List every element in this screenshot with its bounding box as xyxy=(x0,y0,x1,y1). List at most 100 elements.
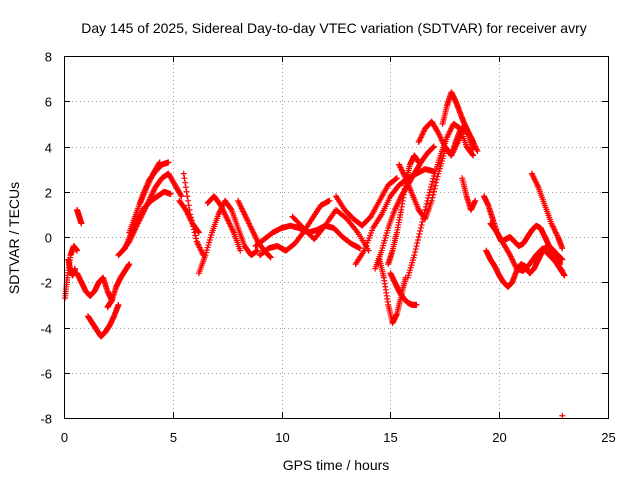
data-point xyxy=(191,229,198,236)
plot-frame xyxy=(64,56,609,419)
data-point xyxy=(78,220,85,227)
data-series xyxy=(119,170,185,254)
data-point xyxy=(422,203,429,210)
data-point xyxy=(428,183,435,190)
data-point xyxy=(193,235,200,242)
y-tick-label: 8 xyxy=(45,50,52,65)
data-series xyxy=(65,256,78,279)
data-point xyxy=(167,191,174,198)
x-tick-label: 20 xyxy=(492,430,506,445)
data-point xyxy=(430,143,437,150)
data-point xyxy=(190,223,197,230)
data-point xyxy=(559,245,566,252)
data-point xyxy=(177,192,184,199)
data-point xyxy=(418,221,425,228)
data-series xyxy=(180,170,207,259)
data-point xyxy=(561,272,568,279)
data-point xyxy=(469,151,476,158)
data-series xyxy=(204,193,244,254)
y-axis-label: SDTVAR / TECUs xyxy=(6,182,22,294)
axis-ticks: 0 5 10 15 20 25 -8 -6 -4 -2 0 2 4 6 8 xyxy=(40,50,615,446)
data-point xyxy=(156,159,163,166)
data-point xyxy=(430,175,437,182)
data-series xyxy=(84,301,122,340)
y-tick-label: 4 xyxy=(45,141,52,156)
data-series xyxy=(448,123,477,159)
data-point xyxy=(237,247,244,254)
data-point xyxy=(472,197,479,204)
data-series xyxy=(483,243,564,290)
data-series xyxy=(528,170,566,252)
data-point xyxy=(413,301,420,308)
data-point xyxy=(433,179,440,186)
data-point xyxy=(415,159,422,166)
data-series xyxy=(487,220,566,274)
data-point xyxy=(414,240,421,247)
data-point xyxy=(413,243,420,250)
data-point xyxy=(430,188,437,195)
data-point xyxy=(187,211,194,218)
x-tick-label: 0 xyxy=(61,430,68,445)
y-tick-label: -4 xyxy=(40,322,52,337)
data-point xyxy=(417,227,424,234)
y-tick-label: -6 xyxy=(40,367,52,382)
data-point xyxy=(426,189,433,196)
data-point xyxy=(470,145,477,152)
data-point xyxy=(559,256,566,263)
data-point xyxy=(419,218,426,225)
data-point xyxy=(412,246,419,253)
data-marks xyxy=(62,89,568,419)
data-point xyxy=(267,254,274,261)
data-point xyxy=(71,265,78,272)
data-point xyxy=(181,175,188,182)
data-point xyxy=(192,232,199,239)
data-point xyxy=(433,176,440,183)
data-point xyxy=(183,188,190,195)
data-series xyxy=(387,270,420,308)
x-tick-label: 15 xyxy=(383,430,397,445)
data-point xyxy=(126,261,133,268)
data-point xyxy=(190,226,197,233)
data-point xyxy=(74,247,81,254)
data-point xyxy=(423,200,430,207)
data-series xyxy=(372,143,437,272)
data-point xyxy=(429,178,436,185)
data-point xyxy=(420,212,427,219)
data-series xyxy=(552,258,568,279)
data-series xyxy=(376,256,409,326)
y-tick-label: 0 xyxy=(45,231,52,246)
data-point xyxy=(356,245,363,252)
data-point xyxy=(178,193,185,200)
data-point xyxy=(421,209,428,216)
data-point xyxy=(416,230,423,237)
data-point xyxy=(414,237,421,244)
data-point xyxy=(392,175,399,182)
data-point xyxy=(470,152,477,159)
data-series xyxy=(137,159,163,207)
data-point xyxy=(185,202,192,209)
x-axis-label: GPS time / hours xyxy=(283,457,390,473)
data-point xyxy=(430,144,437,151)
data-point xyxy=(180,170,187,177)
x-tick-label: 5 xyxy=(170,430,177,445)
chart-title: Day 145 of 2025, Sidereal Day-to-day VTE… xyxy=(81,20,587,36)
data-point xyxy=(184,193,191,200)
x-tick-label: 25 xyxy=(601,430,615,445)
data-point xyxy=(417,224,424,231)
data-point xyxy=(425,192,432,199)
data-point xyxy=(185,197,192,204)
data-point xyxy=(427,186,434,193)
data-series xyxy=(333,175,400,229)
data-point xyxy=(115,301,122,308)
data-point xyxy=(254,247,261,254)
data-point xyxy=(432,182,439,189)
data-point xyxy=(182,184,189,191)
data-point xyxy=(411,252,418,259)
data-point xyxy=(156,160,163,167)
data-point xyxy=(165,159,172,166)
data-point xyxy=(422,206,429,213)
data-point xyxy=(428,181,435,188)
data-point xyxy=(393,175,400,182)
data-series xyxy=(74,206,85,227)
